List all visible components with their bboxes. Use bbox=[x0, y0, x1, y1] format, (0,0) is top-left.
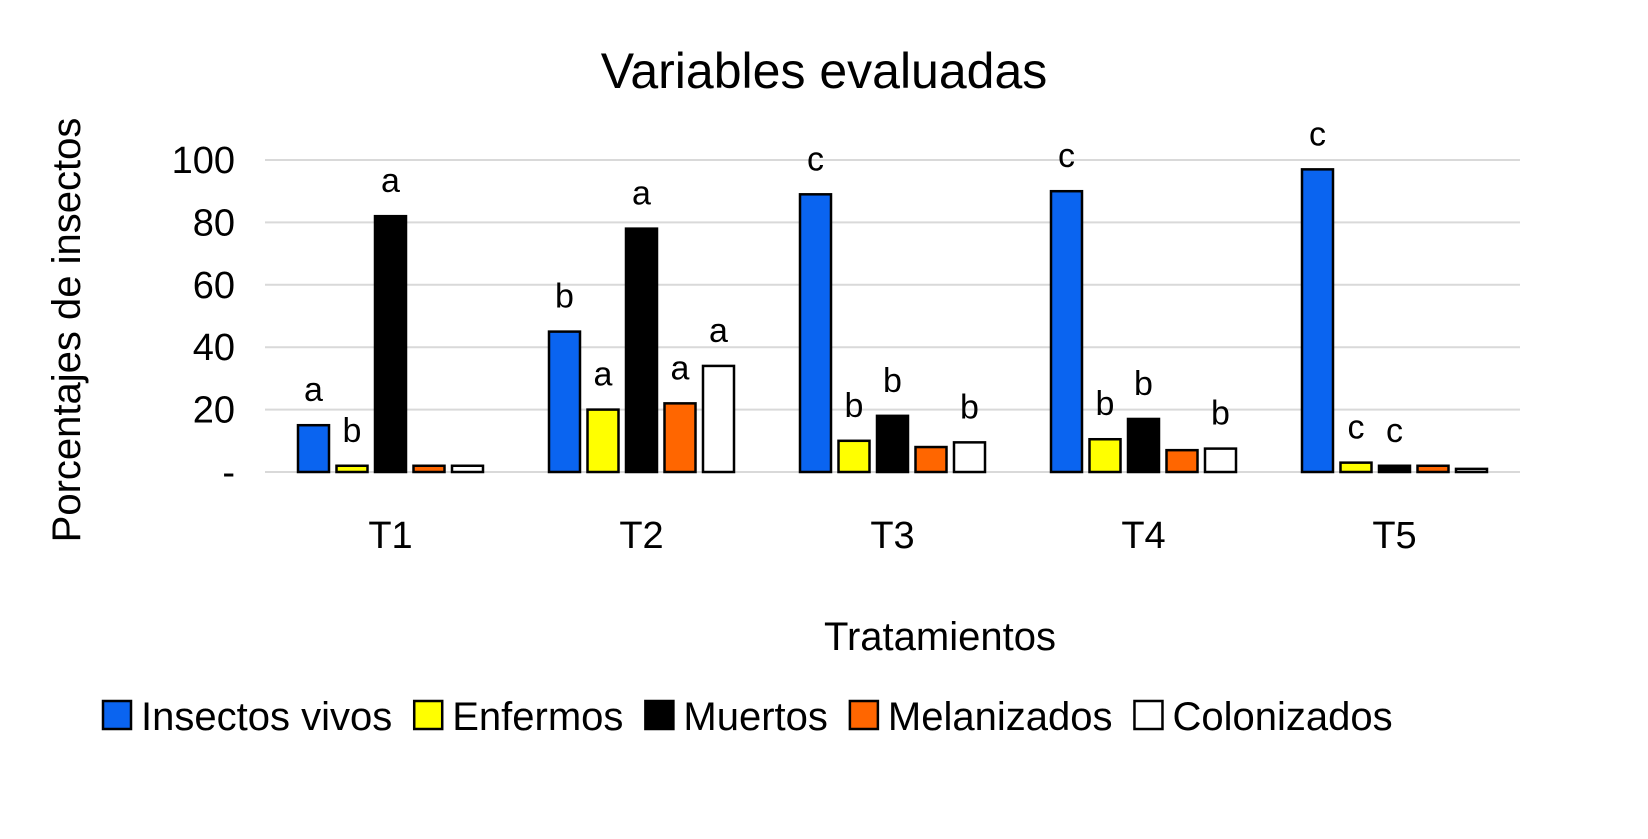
bars bbox=[296, 168, 1489, 474]
significance-label: a bbox=[381, 162, 400, 200]
x-axis-categories: T1 T2 T3 T4 T5 bbox=[368, 515, 1416, 557]
y-tick-label: 20 bbox=[193, 390, 235, 432]
bar-t4-2 bbox=[1126, 417, 1161, 474]
legend-item: Insectos vivos bbox=[101, 695, 392, 739]
legend: Insectos vivos Enfermos Muertos Melanizados… bbox=[101, 695, 1393, 739]
x-tick-label: T1 bbox=[368, 515, 412, 557]
bar-t4-4 bbox=[1203, 447, 1238, 474]
significance-label: c bbox=[1058, 137, 1075, 175]
significance-label: b bbox=[883, 362, 902, 400]
significance-label: b bbox=[1134, 365, 1153, 403]
legend-label: Muertos bbox=[683, 695, 828, 739]
significance-label: a bbox=[304, 371, 323, 409]
y-axis-title: Porcentajes de insectos bbox=[45, 118, 89, 543]
bar-t5-1 bbox=[1339, 461, 1373, 474]
chart-title: Variables evaluadas bbox=[601, 43, 1048, 99]
bar-t3-4 bbox=[952, 441, 987, 474]
legend-item: Colonizados bbox=[1133, 695, 1393, 739]
bar-t2-3 bbox=[663, 402, 697, 474]
bar-t5-4 bbox=[1454, 467, 1489, 474]
legend-label: Enfermos bbox=[452, 695, 623, 739]
significance-label: c bbox=[1348, 409, 1365, 447]
significance-label: b bbox=[845, 387, 864, 425]
x-tick-label: T4 bbox=[1121, 515, 1165, 557]
significance-label: a bbox=[594, 356, 613, 394]
legend-label: Melanizados bbox=[888, 695, 1113, 739]
bar-t3-1 bbox=[837, 439, 871, 474]
bar-t3-2 bbox=[875, 414, 910, 474]
legend-swatch bbox=[1133, 699, 1164, 731]
bar-t3-3 bbox=[914, 445, 948, 474]
bar-t1-1 bbox=[335, 464, 369, 474]
bar-t2-0 bbox=[547, 330, 582, 474]
bar-t1-0 bbox=[296, 423, 331, 474]
bar-t5-3 bbox=[1416, 464, 1450, 474]
bar-t5-0 bbox=[1300, 168, 1335, 474]
bar-t3-0 bbox=[798, 193, 833, 474]
significance-label: b bbox=[960, 388, 979, 426]
legend-item: Muertos bbox=[644, 695, 828, 739]
legend-swatch bbox=[412, 699, 444, 731]
bar-t2-1 bbox=[586, 408, 620, 474]
bar-t2-4 bbox=[701, 364, 736, 474]
significance-label: a bbox=[709, 312, 728, 350]
x-axis-title: Tratamientos bbox=[824, 615, 1056, 659]
bar-t1-3 bbox=[412, 464, 446, 474]
bar-t4-0 bbox=[1049, 189, 1084, 474]
legend-swatch bbox=[644, 699, 675, 731]
significance-label: b bbox=[555, 278, 574, 316]
y-tick-label: 60 bbox=[193, 265, 235, 307]
significance-label: a bbox=[632, 175, 651, 213]
legend-label: Insectos vivos bbox=[141, 695, 392, 739]
legend-item: Melanizados bbox=[848, 695, 1113, 739]
significance-label: b bbox=[1211, 395, 1230, 433]
bar-t4-3 bbox=[1165, 448, 1199, 474]
significance-label: c bbox=[1309, 115, 1326, 153]
bar-t2-2 bbox=[624, 227, 659, 474]
y-tick-label: 80 bbox=[193, 202, 235, 244]
x-tick-label: T5 bbox=[1372, 515, 1416, 557]
bar-t4-1 bbox=[1088, 437, 1122, 474]
legend-item: Enfermos bbox=[412, 695, 623, 739]
bar-t5-2 bbox=[1377, 464, 1412, 474]
bar-t1-4 bbox=[450, 464, 485, 474]
significance-label: a bbox=[671, 349, 690, 387]
y-axis-ticks: - 20 40 60 80 100 bbox=[172, 140, 235, 494]
legend-swatch bbox=[101, 699, 133, 731]
significance-label: c bbox=[807, 140, 824, 178]
significance-label: b bbox=[1096, 385, 1115, 423]
legend-swatch bbox=[848, 699, 880, 731]
y-tick-label: 40 bbox=[193, 327, 235, 369]
legend-label: Colonizados bbox=[1172, 695, 1392, 739]
x-tick-label: T3 bbox=[870, 515, 914, 557]
x-tick-label: T2 bbox=[619, 515, 663, 557]
bar-t1-2 bbox=[373, 214, 408, 474]
y-tick-label: - bbox=[222, 452, 235, 494]
significance-label: b bbox=[343, 412, 362, 450]
significance-label: c bbox=[1386, 412, 1403, 450]
y-tick-label: 100 bbox=[172, 140, 235, 182]
